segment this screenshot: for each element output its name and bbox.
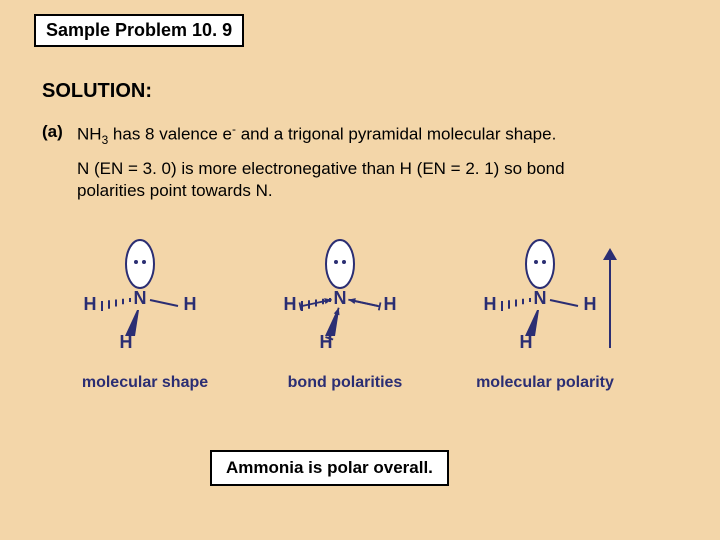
diagram-label-molecular_shape: molecular shape — [60, 374, 230, 392]
diagram-row: N H H Hmolecular shape N H H Hbond polarities N H… — [60, 230, 680, 430]
diagram-molecular_shape: N H H Hmolecular shape — [60, 230, 230, 392]
diagram-label-bond_polarities: bond polarities — [260, 374, 430, 392]
solution-heading: SOLUTION: — [42, 80, 152, 103]
svg-text:H: H — [284, 294, 297, 314]
svg-text:H: H — [184, 294, 197, 314]
svg-text:N: N — [534, 288, 547, 308]
svg-text:H: H — [384, 294, 397, 314]
part-a-label: (a) — [42, 122, 63, 142]
svg-text:H: H — [120, 332, 133, 352]
problem-title-text: Sample Problem 10. 9 — [46, 20, 232, 40]
svg-text:H: H — [84, 294, 97, 314]
conclusion-box: Ammonia is polar overall. — [210, 450, 449, 486]
svg-text:H: H — [484, 294, 497, 314]
svg-text:H: H — [584, 294, 597, 314]
svg-text:N: N — [334, 288, 347, 308]
diagram-label-molecular_polarity: molecular polarity — [460, 374, 630, 392]
sentence-electronegativity: N (EN = 3. 0) is more electronegative th… — [77, 158, 637, 202]
svg-text:H: H — [520, 332, 533, 352]
svg-text:H: H — [320, 332, 333, 352]
diagram-bond_polarities: N H H Hbond polarities — [260, 230, 430, 392]
conclusion-text: Ammonia is polar overall. — [226, 458, 433, 477]
svg-text:N: N — [134, 288, 147, 308]
problem-title-box: Sample Problem 10. 9 — [34, 14, 244, 47]
diagram-molecular_polarity: N H H Hmolecular polarity — [460, 230, 630, 392]
sentence-valence: NH3 has 8 valence e- and a trigonal pyra… — [77, 122, 556, 147]
